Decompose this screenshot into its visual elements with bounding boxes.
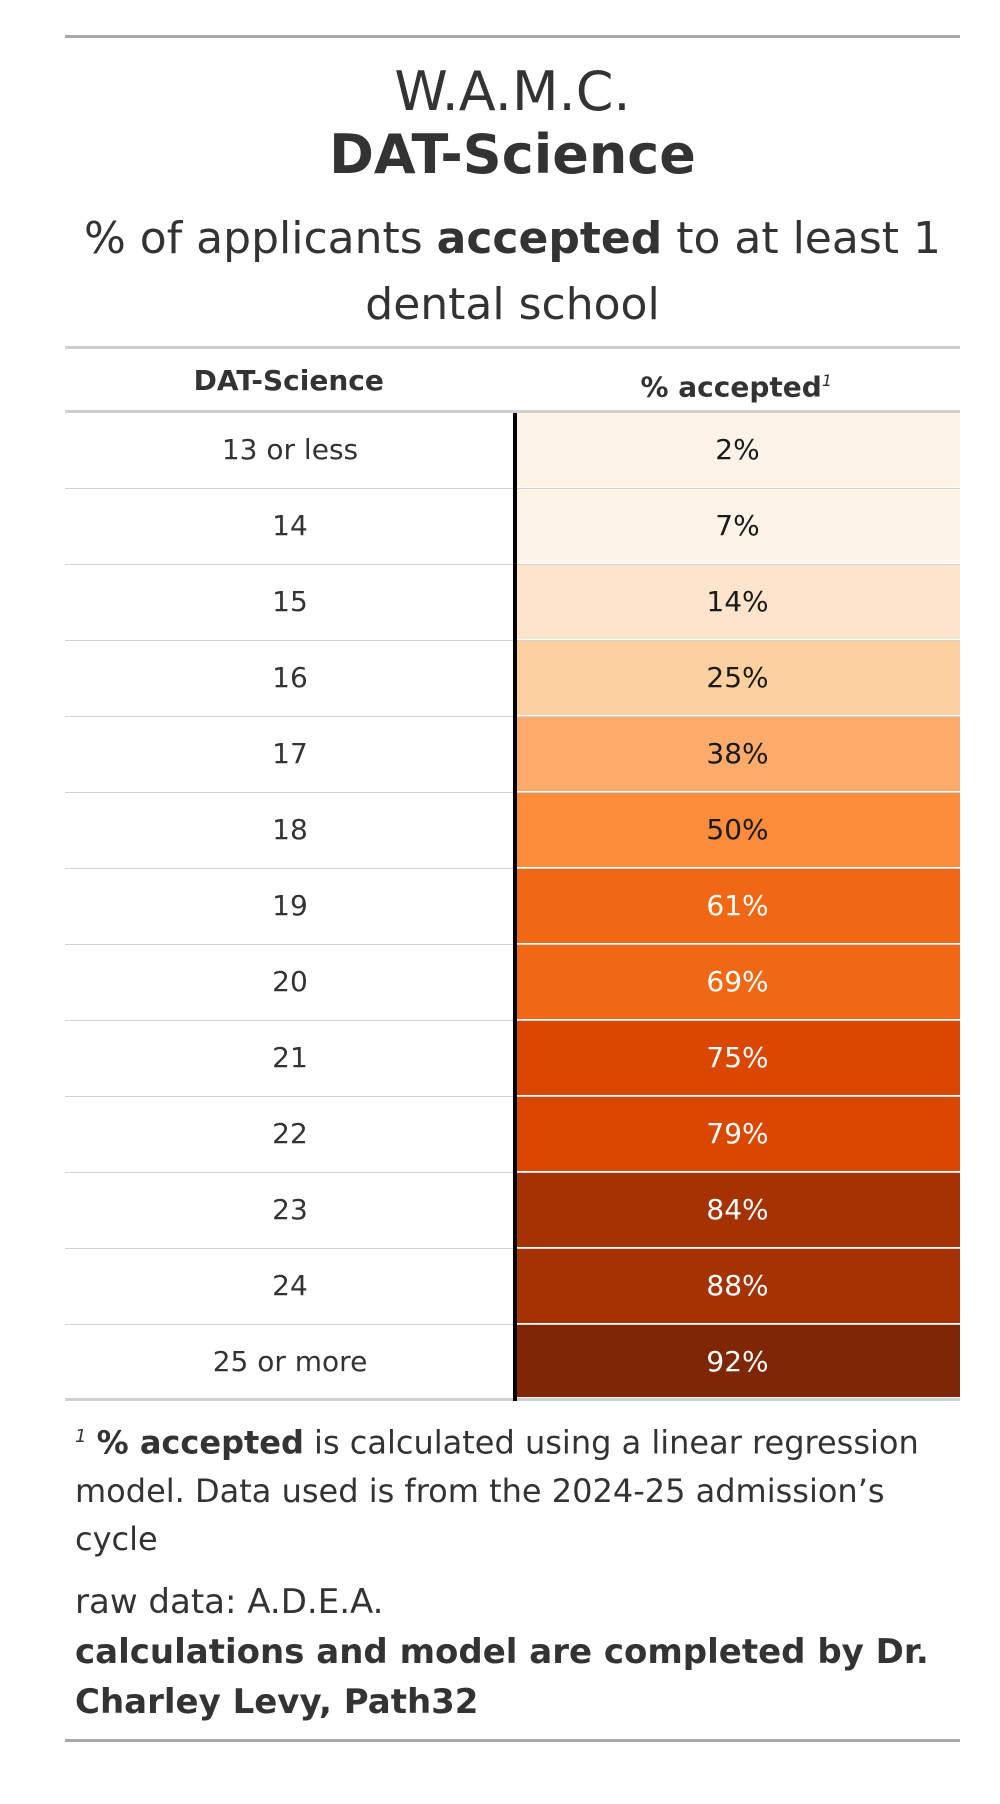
chart-subtitle: % of applicants accepted to at least 1 d… — [65, 206, 960, 338]
header: W.A.M.C. DAT-Science % of applicants acc… — [65, 38, 960, 338]
table-row: 19 61% — [65, 869, 960, 945]
table-row: 25 or more 92% — [65, 1325, 960, 1401]
table-row: 17 38% — [65, 717, 960, 793]
column-header-pct: % accepted1 — [513, 349, 961, 410]
footnote-number: 1 — [75, 1426, 87, 1447]
table-row: 20 69% — [65, 945, 960, 1021]
table-row: 16 25% — [65, 641, 960, 717]
score-cell: 21 — [272, 1041, 308, 1074]
pct-cell: 79% — [515, 1097, 960, 1172]
pct-cell: 92% — [515, 1325, 960, 1398]
subtitle-pre: % of applicants — [83, 213, 437, 264]
pct-cell: 50% — [515, 793, 960, 868]
footnote: 1 % accepted is calculated using a linea… — [75, 1413, 950, 1563]
pct-cell: 38% — [515, 717, 960, 792]
table-row: 13 or less 2% — [65, 413, 960, 489]
data-table: DAT-Science % accepted1 13 or less 2% 14 7%… — [65, 346, 960, 1401]
pct-cell: 88% — [515, 1249, 960, 1324]
score-cell: 24 — [272, 1269, 308, 1302]
table-row: 22 79% — [65, 1097, 960, 1173]
table-row: 24 88% — [65, 1249, 960, 1325]
table-row: 18 50% — [65, 793, 960, 869]
bottom-rule — [65, 1738, 960, 1742]
score-cell: 13 or less — [221, 433, 359, 466]
score-cell: 17 — [272, 737, 308, 770]
pct-cell: 84% — [515, 1173, 960, 1248]
pct-cell: 61% — [515, 869, 960, 944]
table-row: 14 7% — [65, 489, 960, 565]
credit-note: calculations and model are completed by … — [75, 1631, 929, 1722]
top-rule — [65, 35, 960, 38]
column-headers: DAT-Science % accepted1 — [65, 346, 960, 413]
footnote-mark: 1 — [821, 371, 833, 390]
column-divider — [513, 413, 517, 1401]
footnote-text: is calculated using a linear regression … — [75, 1423, 919, 1558]
score-cell: 23 — [272, 1193, 308, 1226]
pct-cell: 14% — [515, 565, 960, 640]
score-cell: 22 — [272, 1117, 308, 1150]
column-header-score: DAT-Science — [193, 364, 384, 397]
score-cell: 14 — [272, 509, 308, 542]
pct-cell: 69% — [515, 945, 960, 1020]
pct-cell: 2% — [515, 413, 960, 488]
chart-title: DAT-Science — [329, 123, 696, 186]
table-row: 15 14% — [65, 565, 960, 641]
pct-cell: 75% — [515, 1021, 960, 1096]
table-row: 21 75% — [65, 1021, 960, 1097]
pct-cell: 7% — [515, 489, 960, 564]
column-header-pct-label: % accepted — [640, 370, 822, 404]
score-cell: 25 or more — [212, 1345, 368, 1378]
score-cell: 16 — [272, 661, 308, 694]
chart-container: W.A.M.C. DAT-Science % of applicants acc… — [65, 35, 960, 1742]
score-cell: 18 — [272, 813, 308, 846]
score-cell: 15 — [272, 585, 308, 618]
table-row: 23 84% — [65, 1173, 960, 1249]
footnote-bold: % accepted — [96, 1423, 304, 1462]
source-note: raw data: A.D.E.A. — [75, 1581, 384, 1622]
subtitle-post: to at least 1 dental school — [365, 213, 941, 330]
subtitle-bold: accepted — [436, 213, 663, 264]
score-cell: 20 — [272, 965, 308, 998]
org-name: W.A.M.C. — [394, 60, 631, 123]
pct-cell: 25% — [515, 641, 960, 716]
score-cell: 19 — [272, 889, 308, 922]
table-body: 13 or less 2% 14 7% 15 14% 16 25% 17 38% 18 50% 19 61… — [65, 413, 960, 1401]
